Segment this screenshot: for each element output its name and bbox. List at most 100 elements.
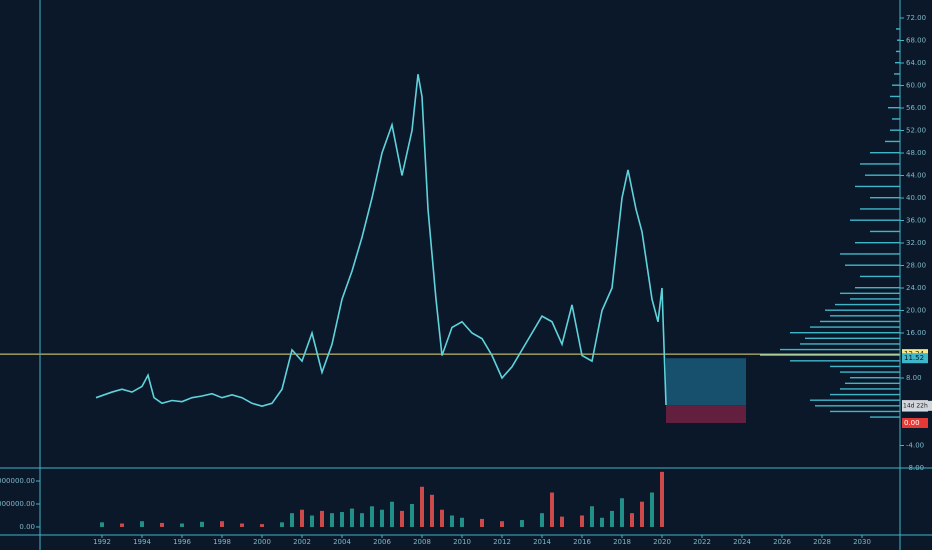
volume-bar [460,517,464,527]
x-tick-label: 2026 [773,538,791,546]
profile-bar [897,39,900,41]
x-tick-label: 2002 [293,538,311,546]
volume-bar [140,521,144,527]
volume-bar [580,515,584,527]
profile-bar [870,152,900,154]
profile-bar [850,377,900,379]
x-tick-label: 2016 [573,538,591,546]
volume-bar [610,510,614,527]
y-tick-label: 56.00 [906,104,926,112]
y-tick-label: 52.00 [906,127,926,135]
profile-bar [840,371,900,373]
countdown-box [902,400,932,411]
profile-bar [845,264,900,266]
profile-bar [885,140,900,143]
y-tick-label: 72.00 [906,14,926,22]
volume-tick-label: 0.00 [19,523,35,531]
x-tick-label: 2022 [693,538,711,546]
profile-bar [870,230,900,233]
x-tick-label: 2012 [493,538,511,546]
profile-bar [830,365,900,368]
volume-bar [400,510,404,527]
profile-bar [890,129,900,131]
volume-bar [290,513,294,527]
y-tick-label: 16.00 [906,329,926,337]
profile-bar [825,309,900,311]
volume-bar [410,503,414,527]
volume-bar [370,506,374,527]
volume-bar [260,524,264,527]
profile-bar [896,50,900,53]
volume-bar [630,513,634,527]
profile-bar [860,275,900,278]
profile-bar [892,84,900,86]
profile-bar [830,393,900,396]
countdown: 14d 22h [903,402,928,409]
target-zone [666,358,746,406]
x-tick-label: 1998 [213,538,231,546]
volume-bar [540,513,544,527]
profile-bar [820,320,900,323]
profile-bar [860,163,900,165]
x-tick-label: 1992 [93,538,111,546]
x-tick-label: 2020 [653,538,671,546]
profile-bar [850,219,900,221]
x-tick-label: 2010 [453,538,471,546]
profile-bar [850,298,900,300]
y-tick-label: 24.00 [906,284,926,292]
y-tick-label: 64.00 [906,59,926,67]
y-tick-label: 48.00 [906,149,926,157]
volume-bar [650,492,654,527]
profile-bar [892,118,900,120]
y-tick-label: 44.00 [906,172,926,180]
profile-bar [860,208,900,210]
stop-zone [666,405,746,423]
profile-bar [895,62,900,64]
profile-bar [840,292,900,295]
volume-bar [310,515,314,527]
y-tick-label: 36.00 [906,217,926,225]
profile-bar [855,287,900,289]
volume-bar [340,512,344,527]
profile-bar [855,242,900,244]
profile-bar [896,28,900,30]
y-tick-label: -4.00 [906,442,924,450]
volume-bar [620,498,624,527]
profile-bar [835,303,900,306]
y-tick-label: 68.00 [906,37,926,45]
volume-bar [180,523,184,527]
volume-bar [240,523,244,527]
x-tick-label: 2008 [413,538,431,546]
profile-bar [830,315,900,317]
profile-bar [840,388,900,390]
x-tick-label: 2000 [253,538,271,546]
profile-bar [855,185,900,188]
price-marker-label: 0.00 [904,419,920,427]
volume-bar [160,522,164,527]
volume-bar [390,501,394,527]
profile-bar [810,399,900,401]
profile-bar [805,337,900,340]
profile-bar [870,197,900,199]
volume-bar [590,506,594,527]
x-tick-label: 2018 [613,538,631,546]
volume-bar [280,522,284,527]
profile-bar [810,326,900,328]
profile-bar [790,360,900,362]
y-tick-label: 20.00 [906,307,926,315]
volume-bar [440,509,444,527]
volume-bar [640,501,644,527]
profile-bar [845,382,900,385]
volume-tick-label: 20000000.00 [0,500,35,508]
volume-bar [350,508,354,527]
x-tick-label: 2014 [533,538,551,546]
x-tick-label: 2024 [733,538,751,546]
profile-bar [780,348,900,351]
volume-bar [300,509,304,527]
volume-bar [480,518,484,527]
profile-bar [894,73,900,75]
y-tick-label: 8.00 [906,374,922,382]
profile-bar [865,174,900,176]
x-tick-label: 1994 [133,538,151,546]
